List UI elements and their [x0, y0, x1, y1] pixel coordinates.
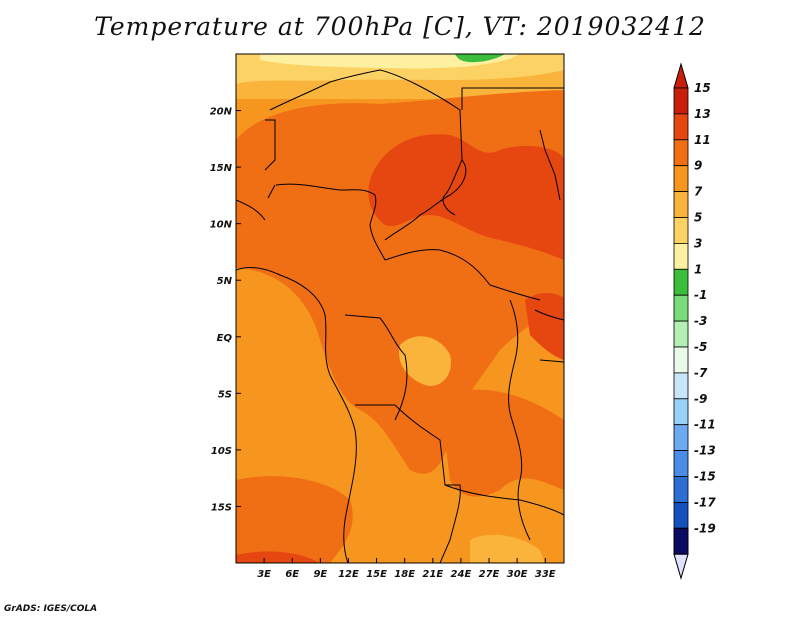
colorbar-segment: [673, 87, 689, 115]
colorbar-label: 1: [694, 262, 702, 276]
field-region-13-south: [236, 551, 320, 563]
colorbar-segment: [673, 268, 689, 296]
colorbar-segment: [673, 476, 689, 503]
colorbar-segment: [673, 346, 689, 374]
border-chad-sudan: [384, 159, 467, 241]
y-axis-ticks: 20N 15N 10N 5N EQ 5S 10S 15S: [210, 107, 241, 513]
colorbar-label: -1: [694, 288, 707, 302]
x-tick-label: 15E: [366, 569, 387, 580]
coastline-west: [236, 267, 357, 563]
y-tick-label: 15S: [211, 502, 232, 513]
border-east-sudan: [534, 129, 564, 363]
x-axis-ticks: 3E 6E 9E 12E 15E 18E 21E 24E 27E 30E 33E: [257, 558, 556, 580]
border-east-lakes: [508, 299, 531, 541]
colorbar-label: 11: [694, 133, 711, 147]
field-patch-7-center: [399, 336, 451, 386]
colorbar-segment: [673, 372, 689, 400]
field-south-region-11: [236, 476, 353, 563]
colorbar-label: -3: [694, 314, 707, 328]
x-tick-label: 24E: [451, 569, 472, 580]
x-tick-label: 30E: [507, 569, 528, 580]
x-tick-label: 18E: [394, 569, 415, 580]
y-tick-label: 15N: [210, 163, 233, 174]
y-tick-label: 5S: [218, 389, 232, 400]
colorbar-label: -5: [694, 340, 707, 354]
border-west-africa: [236, 119, 276, 221]
colorbar-segment: [673, 165, 689, 192]
colorbar-segment: [673, 113, 689, 141]
colorbar-segment: [673, 242, 689, 270]
colorbar-top-arrow: [673, 62, 689, 89]
field-green-patch: [455, 54, 505, 63]
colorbar-segment: [673, 191, 689, 218]
colorbar-label: 7: [694, 185, 703, 199]
colorbar-segment: [673, 217, 689, 244]
x-tick-label: 21E: [422, 569, 443, 580]
y-tick-label: 10S: [211, 446, 232, 457]
x-tick-label: 12E: [338, 569, 359, 580]
colorbar-label: -9: [694, 392, 707, 406]
colorbar-segment: [673, 501, 689, 529]
colorbar-segment-bottom: [673, 527, 689, 555]
border-car: [384, 249, 541, 301]
grads-credit: GrADS: IGES/COLA: [4, 604, 98, 614]
colorbar-label: -11: [694, 418, 716, 432]
colorbar-label: 5: [694, 211, 702, 225]
border-zambia: [444, 484, 564, 516]
y-tick-label: 10N: [210, 220, 233, 231]
colorbar-label: -15: [694, 470, 716, 484]
colorbar-segment: [673, 320, 689, 348]
country-borders: [236, 69, 564, 563]
temperature-field: [236, 54, 564, 563]
x-tick-label: 27E: [479, 569, 500, 580]
colorbar-label: -17: [694, 495, 716, 509]
border-libya-chad: [461, 87, 564, 110]
colorbar-label: 13: [694, 107, 711, 121]
colorbar-label: -13: [694, 444, 716, 458]
field-region-13-east: [525, 293, 564, 360]
colorbar-label: 3: [694, 236, 702, 250]
x-tick-label: 9E: [313, 569, 327, 580]
map-title: Temperature at 700hPa [C], VT: 201903241…: [94, 12, 706, 41]
border-sahara: [269, 69, 463, 216]
colorbar-label: -19: [694, 521, 716, 535]
colorbar: 15 13 11 9 7 5 3 1 -1 -3 -5 -7 -9 -11 -13 -15 -17 -19: [673, 62, 716, 580]
field-southeast-region-11: [440, 389, 564, 497]
colorbar-segment: [673, 398, 689, 426]
colorbar-label: -7: [694, 366, 708, 380]
border-congo: [344, 314, 408, 421]
colorbar-bottom-arrow: [673, 553, 689, 580]
field-patch-7-south: [470, 534, 545, 563]
colorbar-label: 9: [694, 159, 702, 173]
x-tick-label: 33E: [535, 569, 556, 580]
x-tick-label: 3E: [257, 569, 271, 580]
y-tick-label: EQ: [217, 333, 233, 344]
field-north-band-3: [260, 54, 520, 69]
y-tick-label: 20N: [210, 107, 233, 118]
colorbar-segment: [673, 139, 689, 167]
border-niger-nigeria: [275, 183, 386, 261]
colorbar-segment: [673, 424, 689, 452]
x-tick-label: 6E: [285, 569, 299, 580]
map-frame: [235, 53, 565, 564]
colorbar-segment: [673, 294, 689, 322]
colorbar-label: 15: [694, 81, 711, 95]
y-tick-label: 5N: [217, 276, 233, 287]
field-region-13-north: [368, 134, 564, 260]
colorbar-segment: [673, 450, 689, 477]
